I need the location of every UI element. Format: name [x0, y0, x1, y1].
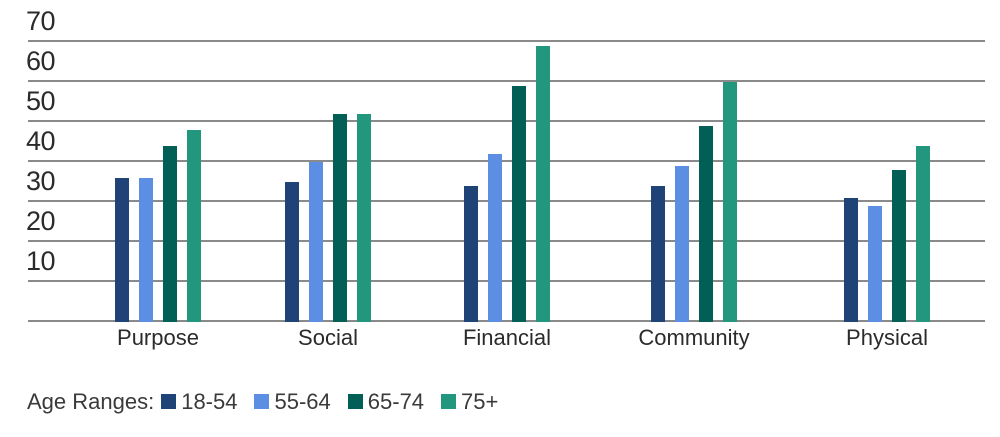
- bar-social-55-64: [309, 162, 323, 322]
- bar-group-physical: [844, 146, 930, 322]
- gridline: [28, 80, 985, 82]
- legend-item-65-74: 65-74: [347, 388, 425, 415]
- bar-financial-75: [536, 46, 550, 322]
- bar-financial-18-54: [464, 186, 478, 322]
- bar-group-social: [285, 114, 371, 322]
- bar-purpose-18-54: [115, 178, 129, 322]
- bar-community-18-54: [651, 186, 665, 322]
- legend-item-18-54: 18-54: [161, 389, 237, 415]
- legend-item-label: 55-64: [274, 388, 331, 414]
- bar-community-55-64: [675, 166, 689, 322]
- bar-physical-65-74: [892, 170, 906, 322]
- bar-physical-55-64: [868, 206, 882, 322]
- bar-social-18-54: [285, 182, 299, 322]
- y-axis-tick-label: 70: [26, 6, 56, 36]
- bar-financial-65-74: [512, 86, 526, 322]
- legend-swatch-55-64-icon: [254, 394, 270, 409]
- bar-social-75: [357, 114, 371, 322]
- bar-group-purpose: [115, 130, 201, 322]
- y-axis-tick-label: 30: [26, 166, 56, 196]
- x-axis-category-label-community: Community: [638, 325, 750, 350]
- gridline: [28, 120, 985, 122]
- bar-community-65-74: [699, 126, 713, 322]
- bar-purpose-75: [187, 130, 201, 322]
- legend-item-label: 65-74: [367, 388, 425, 414]
- legend-item-label: 18-54: [181, 388, 238, 414]
- bar-purpose-55-64: [139, 178, 153, 322]
- y-axis-tick-label: 20: [26, 206, 56, 236]
- y-axis-tick-label: 60: [26, 46, 56, 76]
- gridline: [28, 320, 985, 322]
- gridline: [28, 160, 985, 162]
- legend-swatch-75-icon: [441, 394, 457, 409]
- bar-physical-18-54: [844, 198, 858, 322]
- plot-area: 70 60 50 40 30 20 10: [26, 8, 985, 322]
- legend-item-55-64: 55-64: [254, 388, 331, 415]
- bar-community-75: [723, 82, 737, 322]
- bar-social-65-74: [333, 114, 347, 322]
- x-axis-category-label-purpose: Purpose: [117, 325, 199, 350]
- bar-physical-75: [916, 146, 930, 322]
- legend-swatch-65-74-icon: [347, 394, 363, 409]
- bar-financial-55-64: [488, 154, 502, 322]
- legend: Age Ranges: 18-54 55-64 65-74 75+: [27, 388, 515, 415]
- gridline: [28, 200, 985, 202]
- legend-swatch-18-54-icon: [161, 394, 177, 409]
- y-axis-tick-label: 40: [26, 126, 56, 156]
- gridline: [28, 240, 985, 242]
- legend-title: Age Ranges:: [27, 388, 155, 414]
- bar-purpose-65-74: [163, 146, 177, 322]
- x-axis-category-label-social: Social: [298, 325, 358, 350]
- bar-group-financial: [464, 46, 550, 322]
- y-axis-tick-label: 50: [26, 86, 56, 116]
- legend-item-label: 75+: [461, 388, 499, 414]
- gridline: [28, 40, 985, 42]
- gridline: [28, 280, 985, 282]
- y-axis-tick-label: 10: [26, 246, 56, 276]
- legend-item-75: 75+: [441, 389, 498, 415]
- bar-group-community: [651, 82, 737, 322]
- x-axis-category-label-financial: Financial: [462, 325, 552, 350]
- x-axis-category-label-physical: Physical: [846, 325, 928, 350]
